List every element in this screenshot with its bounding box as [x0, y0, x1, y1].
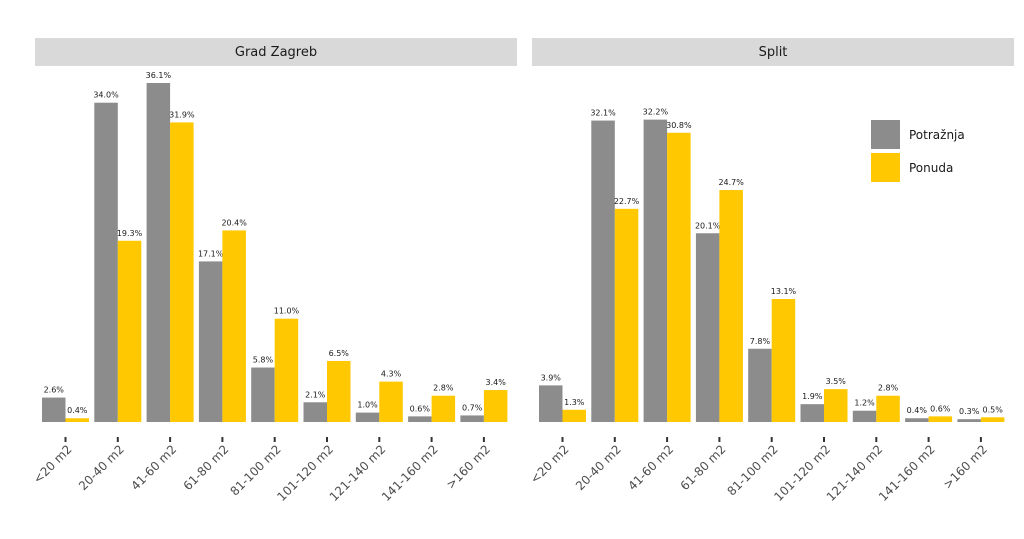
data-label: 1.2%	[854, 399, 875, 408]
data-label: 1.9%	[802, 392, 823, 401]
bar-ponuda-81-100-m2	[771, 298, 796, 422]
panel-strip	[35, 38, 517, 66]
x-tick-label: 41-60 m2	[625, 442, 676, 493]
x-tick-label: 41-60 m2	[128, 442, 179, 493]
bar-ponuda-20-m2	[65, 418, 89, 422]
legend-swatch-potraznja	[871, 120, 900, 149]
data-label: 34.0%	[93, 91, 119, 100]
bar-potraznja-41-60-m2	[643, 119, 668, 423]
bar-potraznja-61-80-m2	[695, 233, 720, 422]
data-label: 30.8%	[666, 121, 692, 130]
data-label: 22.7%	[614, 197, 640, 206]
x-tick-label: <20 m2	[30, 442, 74, 486]
bar-potraznja-141-160-m2	[408, 416, 432, 422]
data-label: 36.1%	[146, 71, 172, 80]
bar-potraznja-160-m2	[957, 419, 981, 422]
data-label: 24.7%	[718, 178, 744, 187]
data-label: 3.4%	[485, 378, 506, 387]
data-label: 17.1%	[198, 249, 224, 258]
bar-potraznja-160-m2	[460, 415, 484, 422]
data-label: 11.0%	[274, 307, 300, 316]
data-label: 19.3%	[117, 229, 143, 238]
x-tick-label: 141-160 m2	[876, 442, 938, 504]
bar-potraznja-20-m2	[42, 397, 66, 422]
panel-title: Split	[759, 45, 788, 60]
data-label: 0.4%	[67, 406, 88, 415]
bar-ponuda-61-80-m2	[222, 230, 246, 422]
panels-layer: Grad Zagreb 2.6% 34.0% 36.1% 17.1% 5.8% 2.1% 1.…	[30, 38, 1014, 504]
legend-label-ponuda: Ponuda	[909, 161, 953, 175]
legend-swatch-ponuda	[871, 153, 900, 182]
bar-ponuda-160-m2	[980, 417, 1005, 422]
bar-ponuda-121-140-m2	[379, 381, 403, 422]
bar-ponuda-20-40-m2	[614, 208, 639, 422]
panel-split: Split 3.9% 32.1% 32.2% 20.1% 7.8% 1.9% 1.2% 0.4%…	[527, 38, 1014, 504]
bar-ponuda-41-60-m2	[170, 122, 194, 422]
data-label: 7.8%	[750, 337, 771, 346]
bar-ponuda-81-100-m2	[274, 318, 299, 422]
data-label: 0.3%	[959, 407, 980, 416]
bar-ponuda-160-m2	[483, 390, 508, 422]
bar-potraznja-20-m2	[539, 385, 563, 422]
x-tick-label: 141-160 m2	[379, 442, 441, 504]
data-label: 5.8%	[253, 356, 274, 365]
bar-potraznja-20-40-m2	[591, 120, 615, 422]
bar-potraznja-101-120-m2	[303, 402, 327, 422]
data-label: 0.5%	[982, 405, 1003, 414]
panel-grad-zagreb: Grad Zagreb 2.6% 34.0% 36.1% 17.1% 5.8% 2.1% 1.…	[30, 38, 517, 504]
data-label: 2.1%	[305, 390, 326, 399]
x-tick-label: >160 m2	[940, 442, 990, 492]
bar-ponuda-41-60-m2	[667, 132, 691, 422]
bar-ponuda-141-160-m2	[431, 395, 456, 422]
panel-strip	[532, 38, 1014, 66]
bar-potraznja-121-140-m2	[355, 412, 380, 422]
data-label: 2.8%	[433, 384, 454, 393]
data-label: 2.8%	[878, 384, 899, 393]
bar-potraznja-81-100-m2	[251, 367, 275, 422]
x-tick-label: 81-100 m2	[227, 442, 283, 498]
bar-ponuda-20-40-m2	[117, 240, 142, 422]
legend-label-potraznja: Potražnja	[909, 128, 965, 142]
data-label: 31.9%	[169, 110, 195, 119]
bar-ponuda-20-m2	[562, 409, 586, 422]
data-label: 3.9%	[541, 373, 562, 382]
bar-ponuda-61-80-m2	[719, 190, 743, 422]
x-tick-label: 20-40 m2	[76, 442, 127, 493]
legend: Potražnja Ponuda	[871, 120, 965, 182]
data-label: 0.6%	[410, 404, 431, 413]
x-tick-label: >160 m2	[443, 442, 493, 492]
bar-potraznja-41-60-m2	[146, 83, 171, 422]
data-label: 0.7%	[462, 403, 483, 412]
x-tick-label: <20 m2	[527, 442, 571, 486]
data-label: 1.3%	[564, 398, 585, 407]
bar-potraznja-61-80-m2	[198, 261, 223, 422]
x-tick-label: 20-40 m2	[573, 442, 624, 493]
bar-ponuda-101-120-m2	[824, 389, 848, 422]
data-label: 2.6%	[44, 386, 65, 395]
bar-potraznja-121-140-m2	[852, 410, 877, 422]
x-tick-label: 61-80 m2	[181, 442, 232, 493]
data-label: 20.4%	[221, 218, 247, 227]
data-label: 6.5%	[329, 349, 350, 358]
bar-ponuda-101-120-m2	[327, 360, 351, 422]
data-label: 32.2%	[643, 108, 669, 117]
data-label: 32.1%	[590, 109, 616, 118]
data-label: 0.4%	[907, 406, 928, 415]
x-tick-label: 81-100 m2	[724, 442, 780, 498]
data-label: 1.0%	[357, 401, 378, 410]
data-label: 4.3%	[381, 370, 402, 379]
x-tick-label: 61-80 m2	[678, 442, 729, 493]
data-label: 3.5%	[826, 377, 847, 386]
panel-title: Grad Zagreb	[235, 45, 317, 60]
data-label: 0.6%	[930, 404, 951, 413]
bar-potraznja-81-100-m2	[748, 348, 772, 422]
bar-potraznja-141-160-m2	[905, 418, 929, 422]
bar-potraznja-20-40-m2	[94, 102, 118, 422]
bar-potraznja-101-120-m2	[800, 404, 824, 422]
data-label: 20.1%	[695, 221, 721, 230]
data-label: 13.1%	[771, 287, 797, 296]
bar-ponuda-141-160-m2	[928, 416, 953, 422]
bar-ponuda-121-140-m2	[876, 395, 900, 422]
